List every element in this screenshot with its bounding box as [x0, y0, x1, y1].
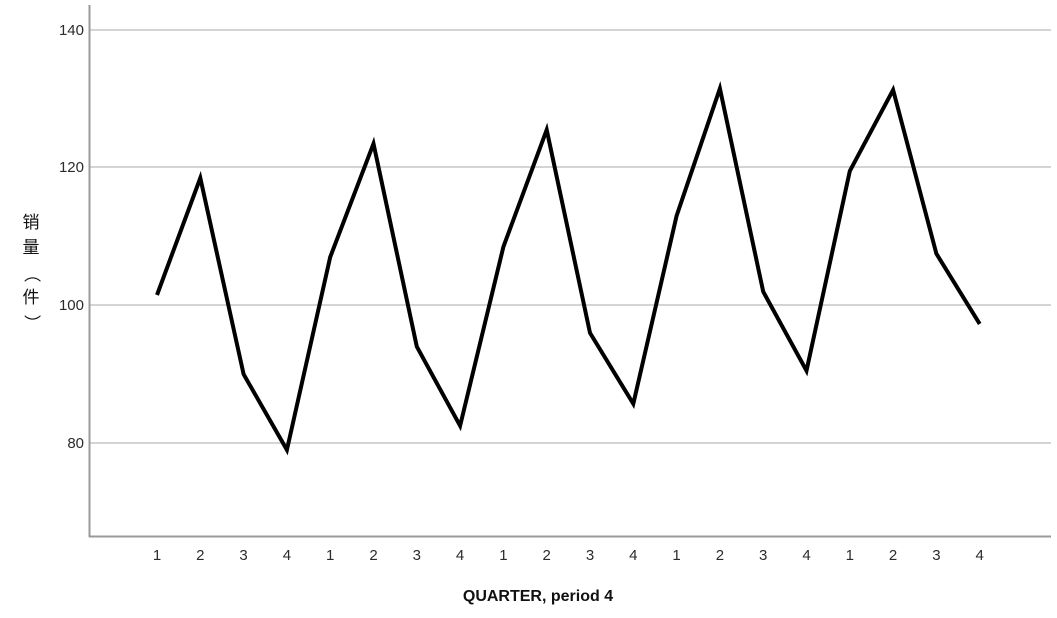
x-tick-label: 1: [153, 547, 161, 564]
x-tick-label: 3: [932, 547, 940, 564]
y-axis-title: 销 量 （ 件 ）: [22, 213, 41, 332]
x-tick-label: 1: [326, 547, 334, 564]
x-tick-label: 4: [802, 547, 810, 564]
x-tick-labels: 1 2 3 4 1 2 3 4 1 2 3 4 1 2 3 4 1 2 3 4: [153, 547, 984, 564]
x-tick-label: 3: [759, 547, 767, 564]
y-axis-title-char: 销: [23, 213, 40, 232]
x-axis-title: QUARTER, period 4: [463, 588, 613, 605]
x-tick-label: 2: [196, 547, 204, 564]
y-axis-title-char: 件: [23, 288, 40, 307]
x-tick-label: 1: [672, 547, 680, 564]
x-tick-label: 2: [716, 547, 724, 564]
x-tick-label: 4: [976, 547, 984, 564]
x-tick-label: 4: [629, 547, 637, 564]
x-tick-label: 3: [586, 547, 594, 564]
x-tick-label: 2: [543, 547, 551, 564]
y-tick-label: 100: [59, 297, 84, 314]
x-tick-label: 4: [283, 547, 291, 564]
x-tick-label: 1: [846, 547, 854, 564]
data-series-line: [155, 80, 982, 456]
gridlines: [89, 29, 1051, 444]
x-tick-label: 3: [413, 547, 421, 564]
x-tick-label: 2: [889, 547, 897, 564]
y-axis-title-char: ）: [22, 315, 41, 332]
y-tick-label: 80: [67, 435, 84, 452]
y-tick-labels: 140 120 100 80: [59, 22, 84, 452]
y-axis-title-char: 量: [23, 238, 40, 257]
x-tick-label: 4: [456, 547, 464, 564]
x-tick-label: 3: [239, 547, 247, 564]
y-axis-title-char: （: [22, 266, 41, 283]
y-tick-label: 120: [59, 159, 84, 176]
y-tick-label: 140: [59, 22, 84, 39]
x-tick-label: 1: [499, 547, 507, 564]
x-tick-label: 2: [369, 547, 377, 564]
